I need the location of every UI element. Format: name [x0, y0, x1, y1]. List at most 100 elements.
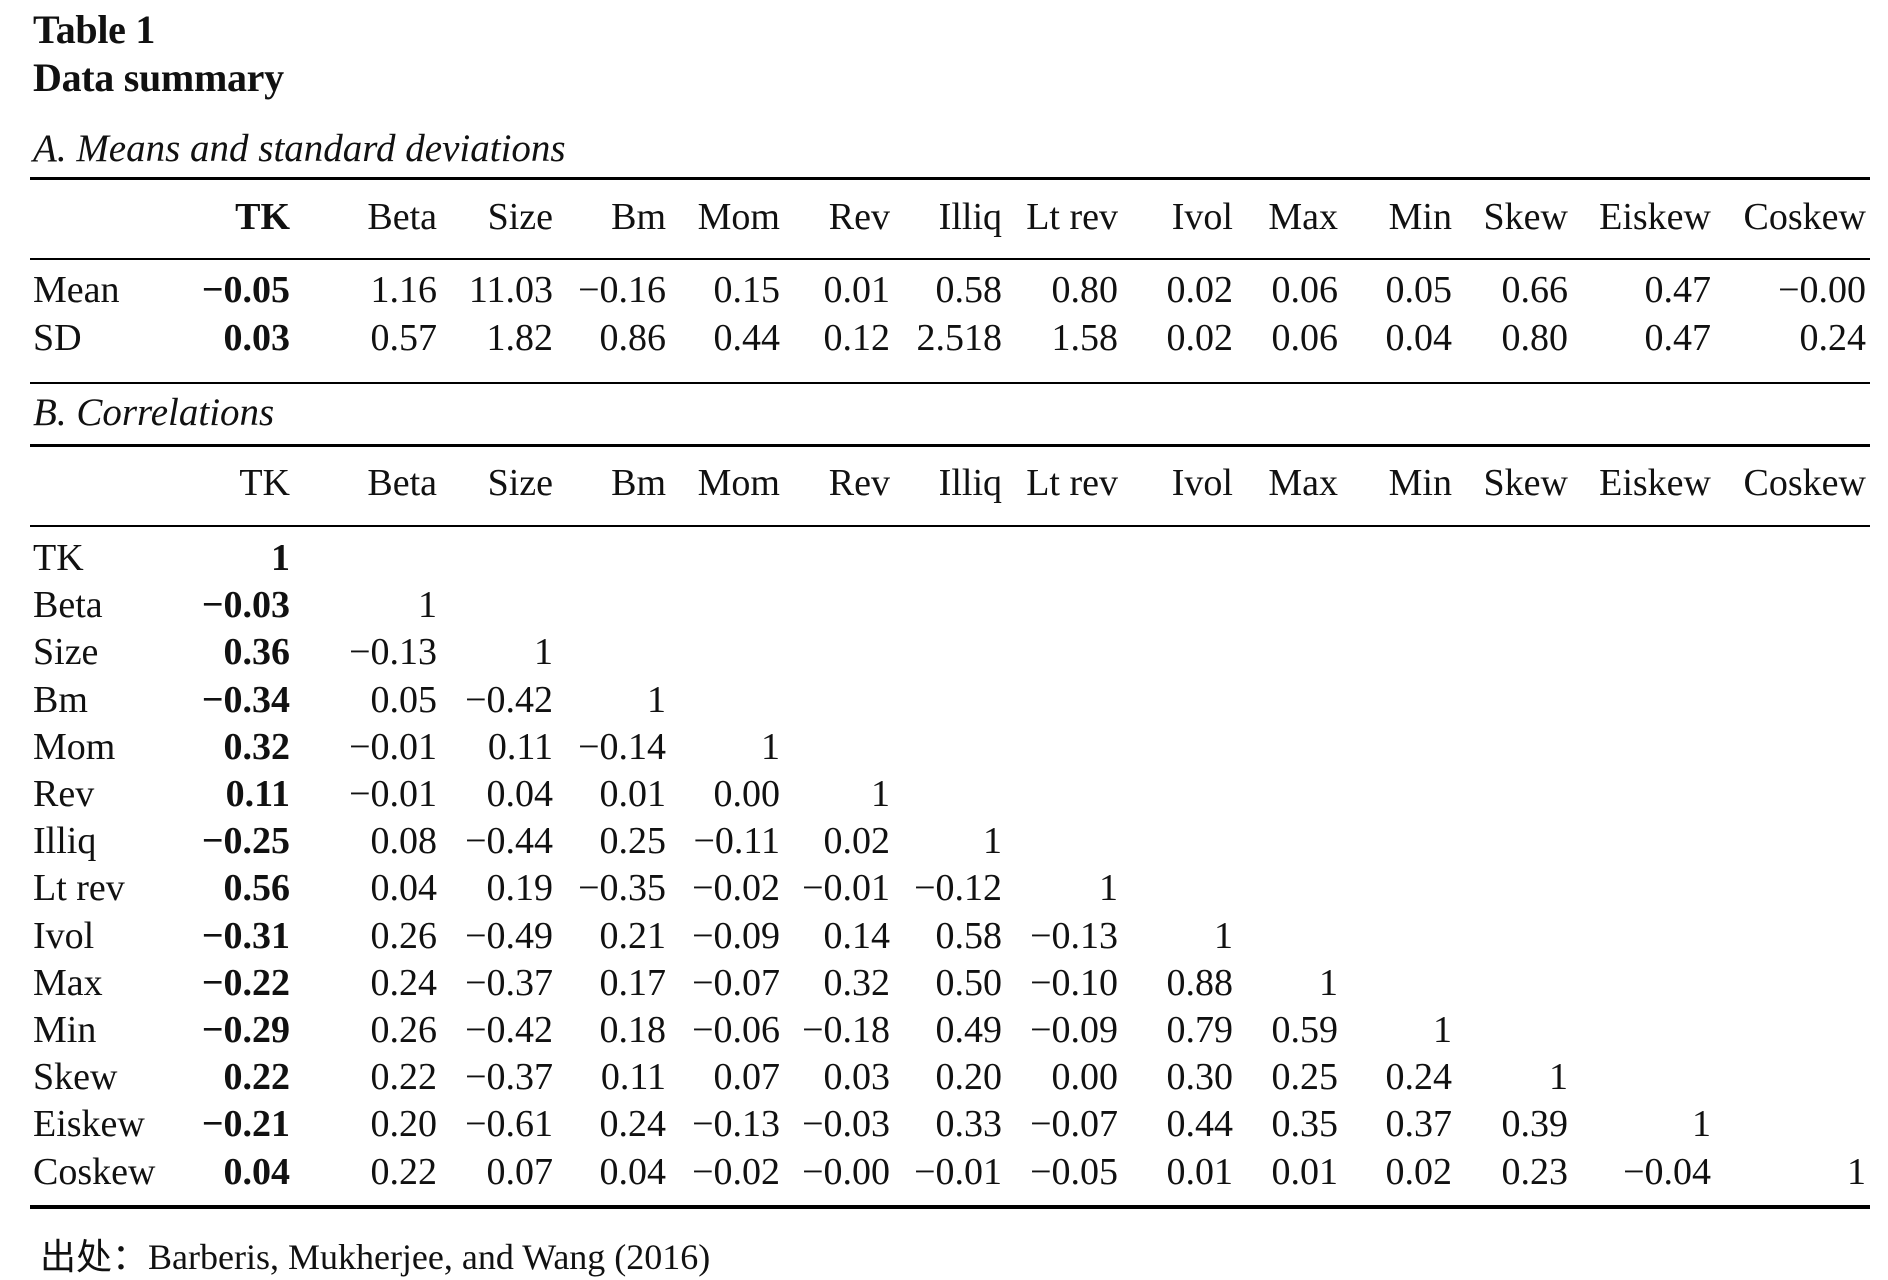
table-cell-bm: 0.25 [599, 820, 667, 863]
row-label: Ivol [33, 914, 95, 957]
table-cell-mom: −0.07 [692, 961, 780, 1004]
table-cell-bm: 1 [647, 678, 666, 721]
table-cell-min: 0.02 [1385, 1150, 1453, 1193]
column-header-eiskew: Eiskew [1599, 462, 1711, 504]
table-cell-illiq: 0.58 [935, 269, 1003, 311]
panel-b-title: B. Correlations [33, 391, 275, 434]
table-cell-bm: −0.35 [578, 867, 666, 910]
row-label: Coskew [33, 1150, 156, 1193]
table-cell-illiq: −0.01 [914, 1150, 1002, 1193]
panel-b-top-rule [30, 444, 1870, 447]
table-bottom-rule [30, 1205, 1870, 1209]
table-cell-mom: 0.44 [713, 317, 781, 359]
table-cell-eiskew: −0.04 [1623, 1150, 1711, 1193]
panel-a-bottom-rule [30, 382, 1870, 384]
table-cell-size: 1.82 [486, 317, 554, 359]
table-cell-skew: 0.23 [1501, 1150, 1569, 1193]
table-cell-min: 0.24 [1385, 1056, 1453, 1099]
table-cell-tk: −0.29 [201, 1009, 290, 1051]
column-header-coskew: Coskew [1743, 462, 1866, 504]
table-cell-beta: 0.57 [370, 317, 438, 359]
table-cell-tk: 0.22 [223, 1056, 291, 1099]
source-note: 出处：Barberis, Mukherjee, and Wang (2016) [40, 1237, 711, 1277]
panel-a-title: A. Means and standard deviations [33, 127, 566, 170]
table-cell-lt-rev: 0.80 [1051, 269, 1119, 311]
table-cell-ivol: 0.02 [1166, 317, 1234, 359]
table-cell-size: 0.07 [486, 1150, 554, 1193]
table-cell-lt-rev: −0.13 [1030, 914, 1118, 957]
table-cell-rev: 1 [871, 773, 890, 815]
column-header-size: Size [487, 462, 553, 504]
table-cell-beta: 0.08 [370, 820, 438, 863]
table-cell-bm: −0.14 [578, 725, 666, 768]
table-cell-ivol: 1 [1214, 914, 1233, 957]
table-cell-ivol: 0.88 [1166, 961, 1234, 1004]
table-cell-beta: 0.22 [370, 1150, 438, 1193]
table-cell-skew: 0.39 [1501, 1103, 1569, 1146]
panel-a-top-rule [30, 177, 1870, 180]
table-cell-tk: −0.25 [201, 820, 290, 863]
table-cell-mom: 0.15 [713, 269, 781, 311]
table-cell-beta: −0.01 [349, 725, 437, 768]
table-cell-coskew: 0.24 [1799, 317, 1867, 359]
table-cell-tk: −0.31 [201, 914, 290, 957]
table-cell-tk: 0.56 [223, 867, 291, 910]
row-label: SD [33, 317, 82, 359]
table-cell-bm: 0.24 [599, 1103, 667, 1146]
table-cell-ivol: 0.01 [1166, 1150, 1234, 1193]
table-cell-rev: 0.01 [823, 269, 891, 311]
table-cell-mom: −0.02 [692, 1150, 780, 1193]
table-cell-eiskew: 0.47 [1644, 317, 1712, 359]
table-cell-illiq: 0.50 [935, 961, 1003, 1004]
table-cell-rev: −0.00 [802, 1150, 890, 1193]
column-header-illiq: Illiq [938, 462, 1002, 504]
table-cell-bm: 0.01 [599, 773, 667, 815]
table-cell-illiq: 2.518 [916, 317, 1003, 359]
row-label: Min [33, 1009, 97, 1051]
table-cell-size: 0.19 [486, 867, 554, 910]
table-cell-tk: −0.34 [201, 678, 290, 721]
table-cell-beta: 0.26 [370, 1009, 438, 1051]
table-cell-rev: −0.03 [802, 1103, 890, 1146]
table-cell-tk: 0.03 [223, 317, 291, 359]
column-header-rev: Rev [828, 462, 890, 504]
table-cell-beta: 1.16 [370, 269, 438, 311]
row-label: Eiskew [33, 1103, 145, 1146]
table-cell-illiq: 0.49 [935, 1009, 1003, 1051]
table-cell-bm: 0.21 [599, 914, 667, 957]
table-cell-bm: 0.11 [600, 1056, 666, 1099]
table-cell-rev: 0.14 [823, 914, 891, 957]
table-cell-max: 0.35 [1271, 1103, 1339, 1146]
table-cell-mom: 1 [761, 725, 780, 768]
row-label: Lt rev [33, 867, 125, 910]
column-header-beta: Beta [367, 462, 437, 504]
table-cell-beta: 0.22 [370, 1056, 438, 1099]
table-cell-size: 0.04 [486, 773, 554, 815]
table-cell-lt-rev: −0.07 [1030, 1103, 1118, 1146]
table-cell-size: −0.42 [465, 678, 553, 721]
table-cell-beta: 0.24 [370, 961, 438, 1004]
table-title: Data summary [33, 55, 284, 100]
table-cell-bm: 0.17 [599, 961, 667, 1004]
table-cell-mom: −0.13 [692, 1103, 780, 1146]
table-cell-lt-rev: 1 [1099, 867, 1118, 910]
column-header-bm: Bm [611, 196, 666, 238]
table-cell-size: −0.42 [465, 1009, 553, 1051]
column-header-skew: Skew [1483, 196, 1568, 238]
column-header-tk: TK [235, 196, 290, 238]
table-cell-illiq: −0.12 [914, 867, 1002, 910]
table-cell-mom: 0.07 [713, 1056, 781, 1099]
table-cell-illiq: 0.20 [935, 1056, 1003, 1099]
table-cell-size: −0.37 [465, 961, 553, 1004]
table-cell-beta: −0.13 [349, 631, 437, 674]
table-cell-max: 1 [1319, 961, 1338, 1004]
column-header-max: Max [1268, 196, 1338, 238]
table-cell-min: 0.05 [1385, 269, 1453, 311]
table-cell-size: 1 [534, 631, 553, 674]
table-cell-mom: −0.09 [692, 914, 780, 957]
column-header-max: Max [1268, 462, 1338, 504]
table-cell-tk: 0.36 [223, 631, 291, 674]
table-cell-eiskew: 0.47 [1644, 269, 1712, 311]
table-cell-illiq: 1 [983, 820, 1002, 863]
column-header-bm: Bm [611, 462, 666, 504]
